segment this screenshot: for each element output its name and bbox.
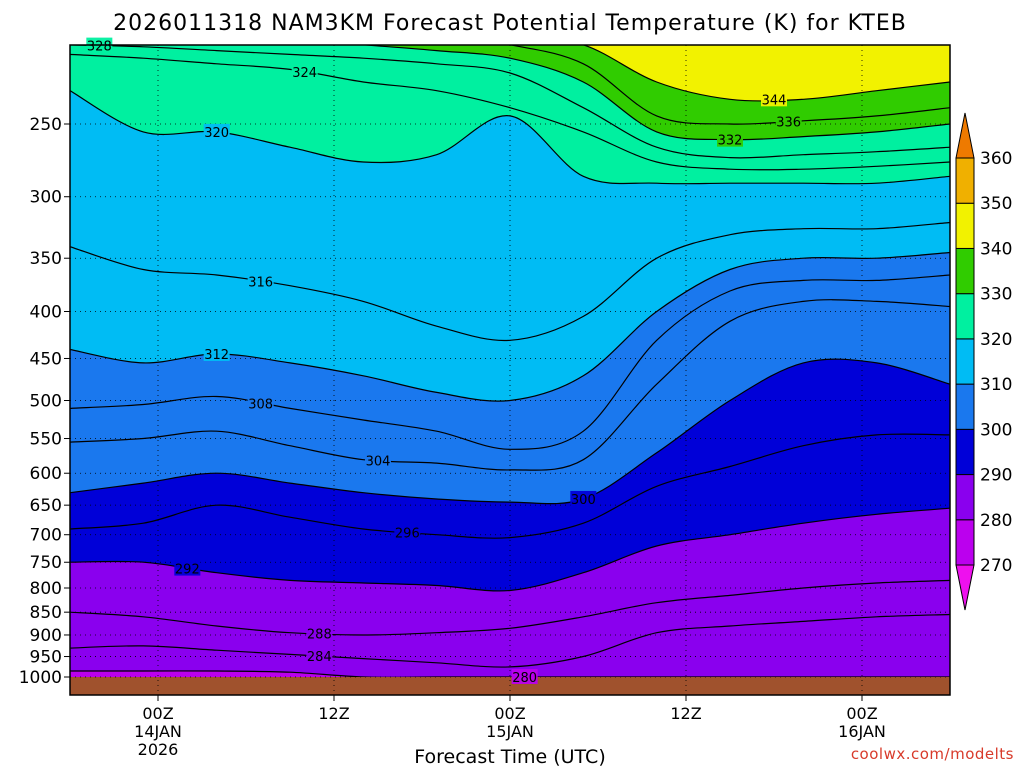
contour-label-bg-280 [511,669,538,684]
y-tick-label-550: 550 [30,430,62,450]
y-tick-label-350: 350 [30,249,62,269]
y-tick-label-300: 300 [30,188,62,208]
contour-label-bg-292 [174,560,201,576]
contour-label-280: 280 [512,671,537,686]
colorbar-band-310 [955,338,975,385]
colorbar-tick-320: 320 [980,330,1012,350]
colorbar-band-300 [955,383,975,430]
contour-label-bg-336 [775,113,802,129]
colorbar-band-330 [955,247,975,295]
colorbar-tick-330: 330 [980,285,1012,305]
y-tick-label-600: 600 [30,464,62,484]
x-tick-label-3: 12Z [670,704,701,723]
x-tick-year-0: 2026 [138,740,179,759]
contour-label-344: 344 [762,93,787,108]
y-tick-label-650: 650 [30,496,62,516]
isentrope-336 [507,45,950,125]
grid [70,45,950,695]
colorbar-tick-300: 300 [980,420,1012,440]
contour-label-336: 336 [776,115,801,130]
colorbar-tick-290: 290 [980,466,1012,486]
contour-label-308: 308 [248,398,273,413]
y-tick-label-700: 700 [30,526,62,546]
isentrope-296 [70,433,950,539]
contour-label-bg-320 [203,123,230,139]
isentrope-304 [70,299,950,471]
colorbar-band-280 [955,474,975,521]
contour-label-328: 328 [87,40,112,55]
y-tick-label-500: 500 [30,392,62,412]
contour-label-304: 304 [366,454,391,469]
x-axis-label: Forecast Time (UTC) [414,746,605,768]
isentrope-328 [70,45,950,159]
x-tick-label-4: 00Z [846,704,877,723]
contour-label-bg-296 [394,524,421,540]
contour-label-bg-324 [291,63,318,79]
colorbar-band-270 [955,519,975,566]
contour-label-bg-312 [203,346,230,362]
colorbar-tick-270: 270 [980,556,1012,576]
y-tick-label-950: 950 [30,648,62,668]
colorbar: 270 280 290 300 310 320 330 340 350 360 [955,112,1012,611]
contour-label-bg-284 [306,648,333,664]
colorbar-band-290 [955,428,975,476]
contour-label-bg-332 [717,131,743,147]
x-tick-date-4: 16JAN [838,722,886,741]
x-tick-date-0: 14JAN [134,722,182,741]
isentrope-344 [581,45,950,102]
isentrope-300 [70,358,950,505]
x-tick-label-0: 00Z [142,704,173,723]
isentrope-332 [358,45,950,141]
x-tick-label-2: 00Z [494,704,525,723]
x-tick-label-1: 12Z [318,704,349,723]
plot-area [70,45,950,695]
contour-label-bg-316 [247,273,274,289]
isentrope-288 [70,579,950,636]
watermark: coolwx.com/modelts [851,745,1014,763]
x-tick-date-2: 15JAN [486,722,534,741]
colorbar-band-360 [955,112,975,159]
colorbar-tick-280: 280 [980,511,1012,531]
y-tick-label-450: 450 [30,349,62,369]
contour-label-bg-300 [570,490,597,506]
contour-label-296: 296 [395,526,420,541]
isentrope-324 [70,53,950,171]
y-tick-label-850: 850 [30,603,62,623]
y-tick-label-400: 400 [30,302,62,322]
contour-label-312: 312 [204,348,229,363]
contour-label-284: 284 [307,650,332,665]
contour-label-bg-288 [306,625,333,641]
y-tick-label-750: 750 [30,553,62,573]
contour-label-332: 332 [718,134,743,149]
chart-title: 2026011318 NAM3KM Forecast Potential Tem… [113,11,907,36]
isentrope-284 [70,613,950,668]
colorbar-band-350 [955,157,975,204]
y-axis: 250 300 350 400 450 500 550 600 650 700 750 800 850 9… [19,115,70,688]
contour-label-324: 324 [292,66,317,81]
contour-label-bg-344 [761,91,787,107]
contour-label-bg-308 [247,395,274,411]
contour-label-288: 288 [307,628,332,643]
contour-label-bg-304 [365,452,391,468]
contour-labels: 280 284 288 292 296 300 304 308 312 316 320 324 328 3… [86,37,802,686]
contour-label-300: 300 [571,493,596,508]
colorbar-tick-360: 360 [980,149,1012,169]
isentrope-308 [70,274,950,450]
y-tick-label-250: 250 [30,115,62,135]
colorbar-band-320 [955,293,975,340]
y-tick-label-900: 900 [30,626,62,646]
y-tick-label-1000: 1000 [19,668,62,688]
colorbar-tick-350: 350 [980,194,1012,214]
y-tick-label-800: 800 [30,579,62,599]
contour-label-292: 292 [175,563,200,578]
colorbar-band-340 [955,202,975,249]
colorbar-tick-310: 310 [980,375,1012,395]
colorbar-tick-340: 340 [980,239,1012,259]
contour-label-320: 320 [204,126,229,141]
contour-label-316: 316 [248,275,273,290]
band-above-344 [583,45,950,101]
